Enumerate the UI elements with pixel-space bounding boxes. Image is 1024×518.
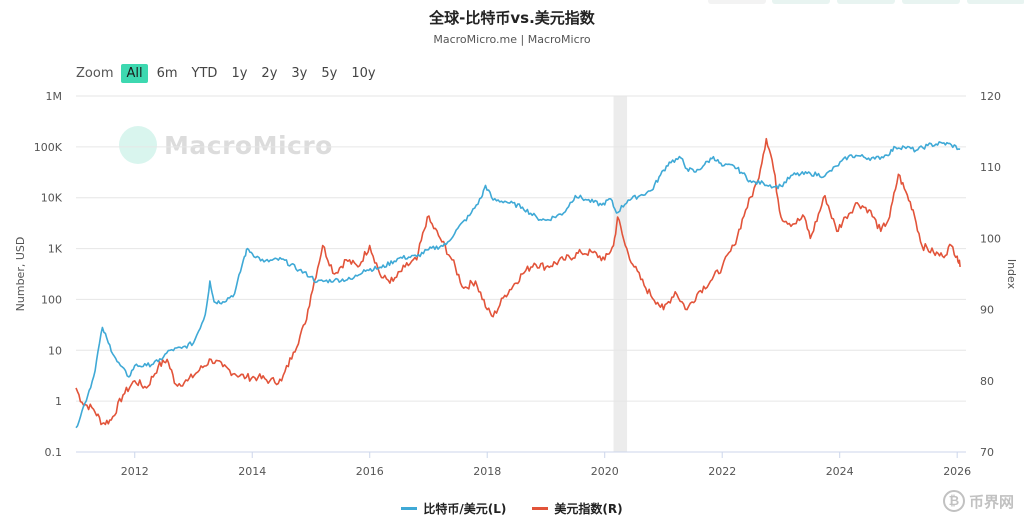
legend-label-btc: 比特币/美元(L)	[423, 502, 507, 516]
zoom-option-6m[interactable]: 6m	[156, 65, 178, 81]
chart-title: 全球-比特币vs.美元指数	[429, 9, 595, 27]
y-left-tick-label: 1M	[46, 90, 63, 103]
top-tab[interactable]	[772, 0, 830, 4]
corner-watermark: ₿ 币界网	[942, 490, 1014, 512]
zoom-option-10y[interactable]: 10y	[351, 65, 376, 81]
x-tick-label: 2024	[826, 465, 854, 478]
x-tick-label: 2016	[356, 465, 384, 478]
shaded-period	[613, 96, 628, 452]
top-tab[interactable]	[967, 0, 1024, 4]
watermark-text: MacroMicro	[164, 131, 333, 160]
y-left-tick-label: 100K	[34, 141, 63, 154]
y-left-tick-label: 0.1	[45, 446, 63, 459]
y-left-tick-label: 1	[55, 395, 62, 408]
y-left-tick-label: 1K	[48, 243, 63, 256]
y-left-tick-label: 10	[48, 344, 62, 357]
y-right-tick-label: 100	[980, 232, 1001, 245]
series-line-btc	[75, 141, 961, 429]
top-tab[interactable]	[902, 0, 960, 4]
y-right-tick-label: 80	[980, 375, 994, 388]
zoom-label: Zoom	[76, 65, 114, 81]
top-tab[interactable]	[708, 0, 766, 4]
x-tick-label: 2012	[121, 465, 149, 478]
legend-label-dxy: 美元指数(R)	[554, 502, 623, 516]
legend-item-dxy[interactable]: 美元指数(R)	[532, 500, 623, 517]
x-tick-label: 2026	[943, 465, 971, 478]
legend-swatch-btc	[401, 507, 418, 510]
legend: 比特币/美元(L) 美元指数(R)	[0, 500, 1024, 517]
top-tab[interactable]	[837, 0, 895, 4]
zoom-option-5y[interactable]: 5y	[321, 65, 338, 81]
chart-subtitle: MacroMicro.me | MacroMicro	[433, 33, 591, 46]
x-tick-label: 2014	[238, 465, 266, 478]
x-tick-label: 2022	[708, 465, 736, 478]
y-right-tick-label: 90	[980, 304, 994, 317]
zoom-option-ytd[interactable]: YTD	[191, 65, 218, 81]
x-tick-label: 2018	[473, 465, 501, 478]
zoom-selector: Zoom All 6m YTD 1y 2y 3y 5y 10y	[76, 62, 381, 84]
y-left-axis-title: Number, USD	[14, 237, 27, 312]
zoom-option-2y[interactable]: 2y	[261, 65, 278, 81]
corner-watermark-text: 币界网	[968, 492, 1014, 511]
zoom-option-1y[interactable]: 1y	[231, 65, 248, 81]
zoom-option-3y[interactable]: 3y	[291, 65, 308, 81]
x-tick-label: 2020	[591, 465, 619, 478]
series-line-dxy	[75, 137, 961, 426]
zoom-option-all[interactable]: All	[121, 63, 148, 83]
y-right-tick-label: 70	[980, 446, 994, 459]
coin-icon: ₿	[942, 490, 965, 512]
y-right-axis-title: Index	[1005, 259, 1018, 290]
y-right-tick-label: 120	[980, 90, 1001, 103]
y-right-tick-label: 110	[980, 161, 1001, 174]
legend-swatch-dxy	[532, 507, 549, 510]
watermark-logo-icon	[119, 126, 157, 164]
y-left-tick-label: 10K	[41, 192, 63, 205]
y-left-tick-label: 100	[41, 293, 62, 306]
legend-item-btc[interactable]: 比特币/美元(L)	[401, 500, 506, 517]
